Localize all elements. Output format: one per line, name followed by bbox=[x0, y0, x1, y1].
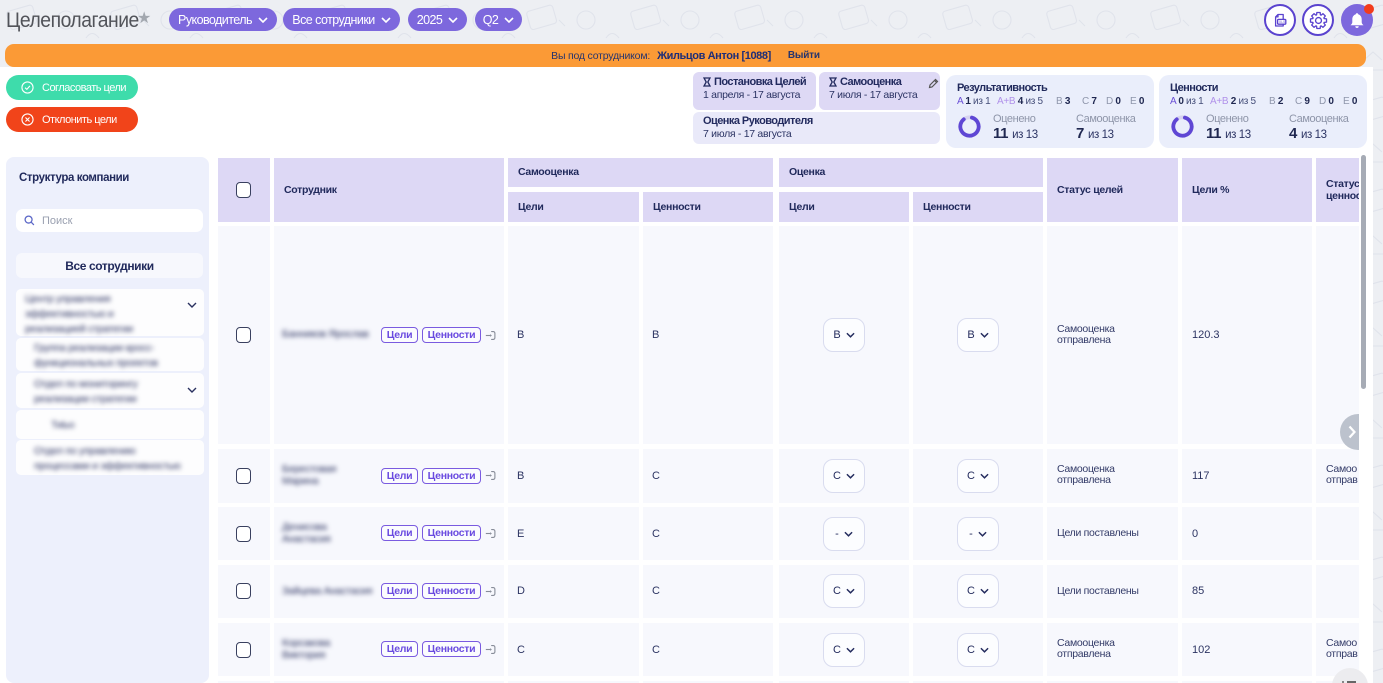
svg-text:XLS: XLS bbox=[1278, 19, 1285, 23]
